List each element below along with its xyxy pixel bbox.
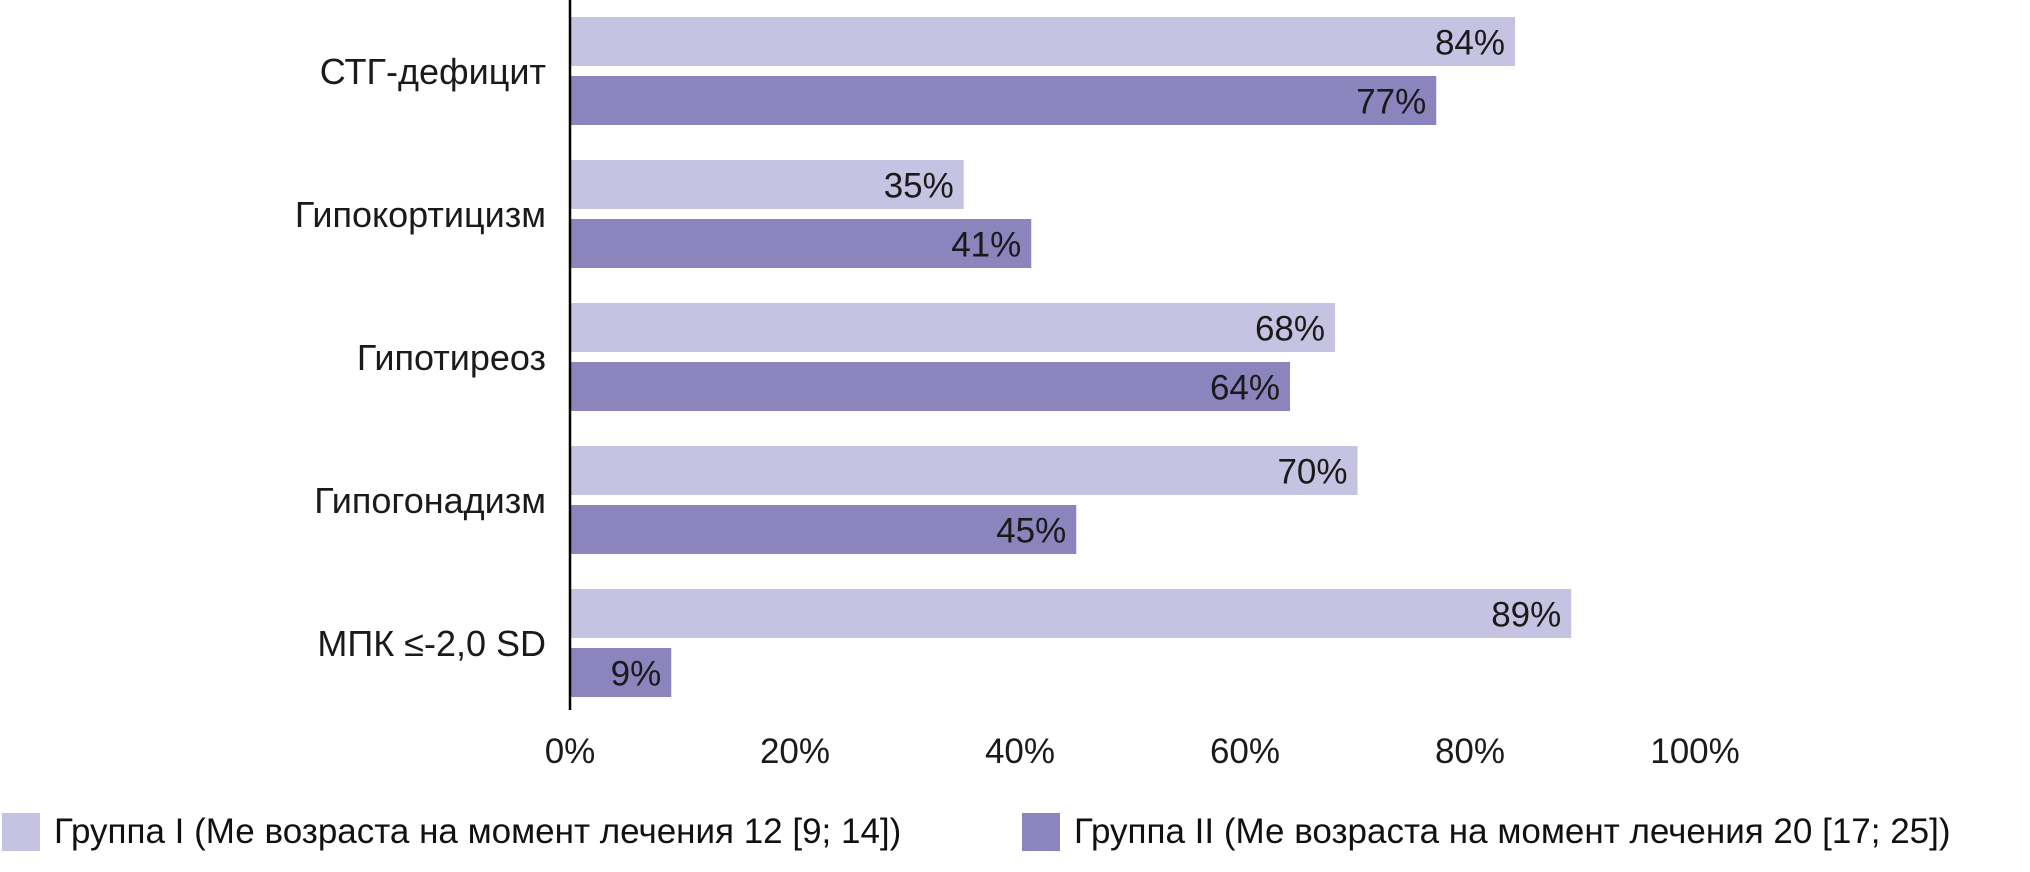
- legend-swatch: [1022, 813, 1060, 851]
- bar: [570, 505, 1077, 554]
- data-label: 89%: [1491, 596, 1561, 635]
- bar: [570, 17, 1515, 66]
- bar: [570, 160, 964, 209]
- x-tick-label: 20%: [760, 732, 830, 771]
- data-label: 84%: [1435, 24, 1505, 63]
- bar: [570, 446, 1358, 495]
- bar: [570, 589, 1572, 638]
- legend-item-group-2: Группа II (Ме возраста на момент лечения…: [1022, 812, 1951, 852]
- bar: [570, 303, 1335, 352]
- legend-item-group-1: Группа I (Ме возраста на момент лечения …: [2, 812, 901, 852]
- category-label: Гипокортицизм: [295, 194, 546, 235]
- category-label: Гипогонадизм: [314, 480, 546, 521]
- data-label: 41%: [951, 226, 1021, 265]
- data-label: 68%: [1255, 310, 1325, 349]
- x-tick-label: 60%: [1210, 732, 1280, 771]
- category-label: Гипотиреоз: [357, 337, 546, 378]
- x-tick-label: 0%: [545, 732, 596, 771]
- category-label: МПК ≤-2,0 SD: [317, 623, 546, 664]
- category-label: СТГ-дефицит: [320, 51, 546, 92]
- x-tick-label: 40%: [985, 732, 1055, 771]
- legend-label: Группа II (Ме возраста на момент лечения…: [1074, 812, 1951, 851]
- data-label: 35%: [884, 167, 954, 206]
- data-label: 77%: [1356, 83, 1426, 122]
- x-tick-label: 100%: [1650, 732, 1740, 771]
- x-tick-label: 80%: [1435, 732, 1505, 771]
- bar: [570, 648, 672, 697]
- legend: Группа I (Ме возраста на момент лечения …: [0, 812, 2030, 868]
- legend-swatch: [2, 813, 40, 851]
- bar: [570, 76, 1437, 125]
- data-label: 64%: [1210, 369, 1280, 408]
- legend-label: Группа I (Ме возраста на момент лечения …: [54, 812, 902, 851]
- bar: [570, 362, 1290, 411]
- data-label: 9%: [611, 655, 662, 694]
- data-label: 70%: [1277, 453, 1347, 492]
- data-label: 45%: [996, 512, 1066, 551]
- bar: [570, 219, 1032, 268]
